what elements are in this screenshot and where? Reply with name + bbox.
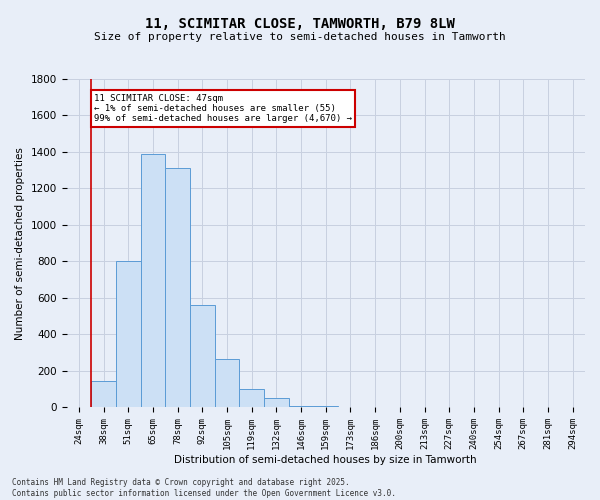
Bar (91, 381, 116, 407)
Text: Size of property relative to semi-detached houses in Tamworth: Size of property relative to semi-detach… (94, 32, 506, 42)
Y-axis label: Number of semi-detached properties: Number of semi-detached properties (15, 147, 25, 340)
X-axis label: Distribution of semi-detached houses by size in Tamworth: Distribution of semi-detached houses by … (175, 455, 477, 465)
Bar (264, 398, 289, 407)
Bar (190, 306, 215, 408)
Bar (239, 389, 264, 407)
Bar (140, 154, 165, 407)
Bar (116, 262, 140, 408)
Bar (560, 407, 585, 408)
Bar (289, 406, 313, 407)
Text: 11, SCIMITAR CLOSE, TAMWORTH, B79 8LW: 11, SCIMITAR CLOSE, TAMWORTH, B79 8LW (145, 18, 455, 32)
Bar (165, 168, 190, 408)
Bar (215, 359, 239, 408)
Text: 11 SCIMITAR CLOSE: 47sqm
← 1% of semi-detached houses are smaller (55)
99% of se: 11 SCIMITAR CLOSE: 47sqm ← 1% of semi-de… (94, 94, 352, 124)
Bar (67, 406, 91, 408)
Text: Contains HM Land Registry data © Crown copyright and database right 2025.
Contai: Contains HM Land Registry data © Crown c… (12, 478, 396, 498)
Bar (313, 406, 338, 407)
